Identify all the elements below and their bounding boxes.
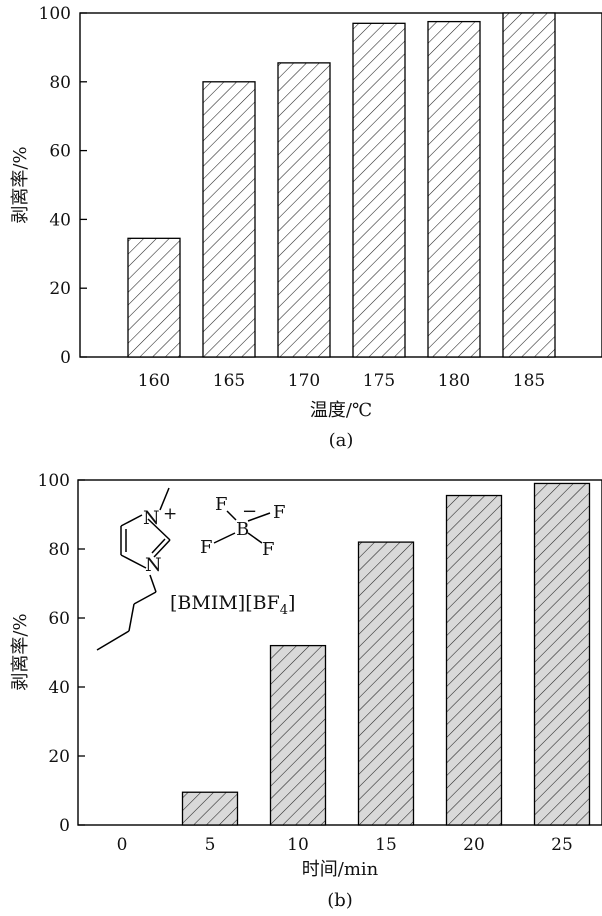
chart-panel-b: 0 20 40 60 80 100 0 5 10 15 20 25 时间/min 剥离率/% (b) — [10, 471, 602, 911]
bars-a — [127, 12, 556, 358]
butyl-chain — [96, 574, 157, 651]
bar-a-170 — [277, 62, 331, 358]
y-tick-label-b: 60 — [48, 609, 70, 629]
x-axis-b: 0 5 10 15 20 25 — [117, 835, 573, 855]
x-tick-label-b: 10 — [287, 835, 309, 855]
x-tick-label-b: 0 — [117, 835, 128, 855]
y-tick-label-b: 0 — [59, 816, 70, 836]
bar-b-15 — [357, 541, 415, 826]
compound-label-sub: 4 — [280, 603, 288, 618]
y-tick-label-a: 80 — [49, 73, 71, 93]
x-axis-title-b: 时间/min — [302, 859, 379, 880]
plot-frame-a — [79, 12, 602, 358]
x-axis-title-a: 温度/℃ — [310, 400, 372, 421]
x-tick-label-a: 185 — [513, 371, 545, 391]
bf4-bonds — [213, 510, 271, 544]
y-tick-label-b: 100 — [38, 471, 70, 491]
bar-a-180 — [427, 20, 481, 358]
compound-label-tail: ] — [288, 592, 295, 614]
y-tick-label-a: 0 — [60, 348, 71, 368]
x-tick-label-a: 160 — [138, 371, 170, 391]
x-axis-a: 160 165 170 175 180 185 — [138, 371, 545, 391]
y-axis-title-a: 剥离率/% — [10, 146, 31, 223]
plot-frame-b — [77, 479, 602, 826]
x-tick-label-b: 5 — [205, 835, 216, 855]
y-axis-b: 0 20 40 60 80 100 — [38, 471, 85, 836]
y-tick-label-b: 40 — [48, 678, 70, 698]
atom-f2: F — [273, 502, 286, 523]
x-tick-label-b: 25 — [551, 835, 573, 855]
bar-b-10 — [269, 644, 327, 826]
atom-plus: + — [163, 504, 177, 524]
compound-label-main: [BMIM][BF — [170, 592, 280, 614]
bar-a-175 — [352, 22, 406, 358]
atom-f4: F — [262, 539, 275, 560]
x-tick-label-a: 175 — [363, 371, 395, 391]
chart-panel-a: 0 20 40 60 80 100 160 165 170 175 180 185 温度/℃ 剥离率… — [10, 4, 602, 451]
atom-f1: F — [215, 494, 228, 515]
bar-a-165 — [202, 81, 256, 358]
y-tick-label-a: 40 — [49, 210, 71, 230]
bar-a-160 — [127, 237, 181, 358]
x-tick-label-a: 165 — [213, 371, 245, 391]
bmim-bf4-structure: N + N F − F B F F [BMIM][BF4] — [96, 487, 295, 651]
y-axis-title-b: 剥离率/% — [10, 613, 31, 690]
y-tick-label-b: 20 — [48, 747, 70, 767]
x-tick-label-a: 180 — [438, 371, 470, 391]
bar-b-20 — [445, 494, 503, 826]
atom-n-top: N — [143, 507, 160, 529]
y-tick-label-a: 100 — [39, 4, 71, 24]
atom-minus: − — [242, 501, 257, 522]
atom-f3: F — [200, 537, 213, 558]
imidazolium-ring — [120, 487, 171, 569]
panel-label-a: (a) — [329, 430, 354, 451]
y-tick-label-a: 60 — [49, 142, 71, 162]
bar-a-185 — [502, 12, 556, 358]
x-tick-label-b: 15 — [375, 835, 397, 855]
x-tick-label-b: 20 — [463, 835, 485, 855]
y-tick-label-b: 80 — [48, 540, 70, 560]
bar-b-25 — [533, 482, 591, 826]
compound-label: [BMIM][BF4] — [170, 592, 295, 618]
y-tick-label-a: 20 — [49, 279, 71, 299]
x-tick-label-a: 170 — [288, 371, 320, 391]
bars-b — [181, 482, 591, 826]
y-axis-a: 0 20 40 60 80 100 — [39, 4, 87, 368]
atom-boron: B — [236, 519, 249, 540]
atom-n-bottom: N — [145, 554, 162, 576]
panel-label-b: (b) — [327, 890, 353, 911]
bar-b-5 — [181, 791, 239, 826]
